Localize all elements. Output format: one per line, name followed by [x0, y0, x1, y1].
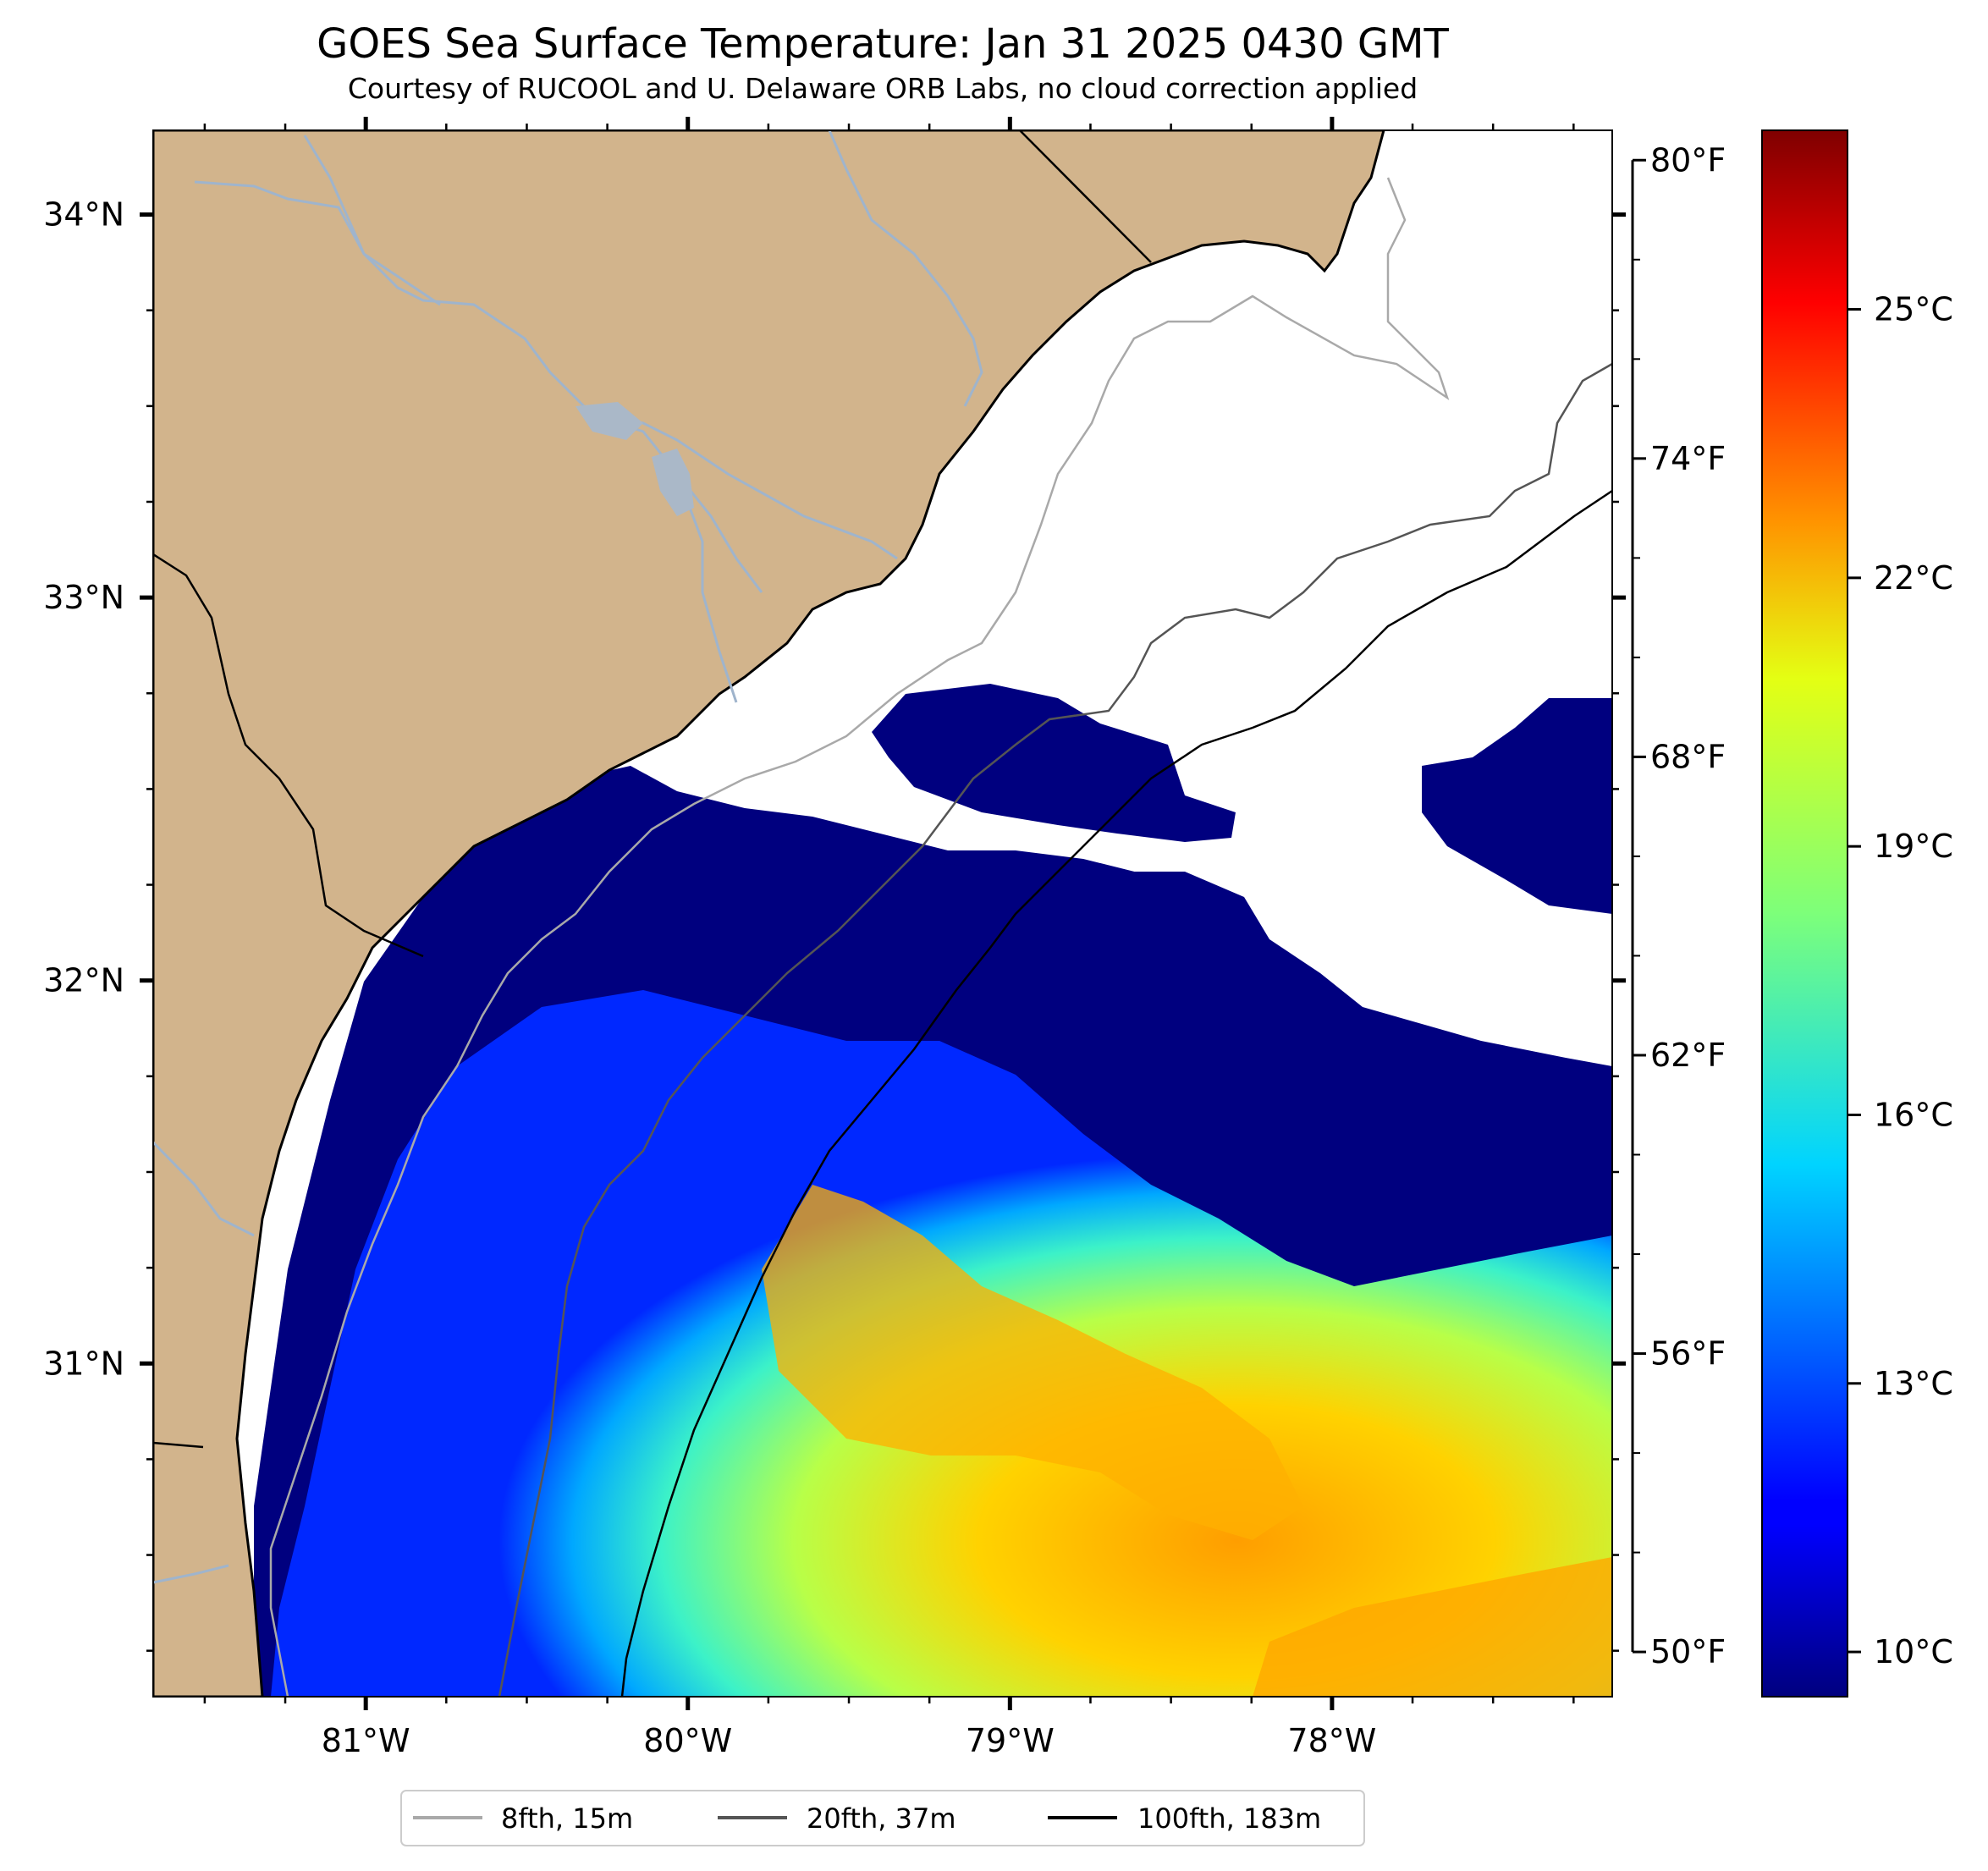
sst-cold-patch-east: [1422, 698, 1612, 914]
colorbar-tick-label: 16°C: [1874, 1096, 1953, 1133]
legend-label-8fth: 8fth, 15m: [501, 1802, 633, 1835]
isobath-20fth: [498, 362, 1612, 1697]
map-border: [152, 129, 1613, 1698]
fahrenheit-tick-label: 80°F: [1650, 141, 1726, 179]
land-mass: [153, 130, 1385, 1697]
latitude-axis: 34°N 33°N 32°N 31°N: [43, 196, 1626, 1652]
chart-title: GOES Sea Surface Temperature: Jan 31 202…: [317, 20, 1449, 68]
colorbar-ticks: 10°C 13°C 16°C 19°C 22°C 25°C: [1848, 291, 1953, 1670]
legend-label-100fth: 100fth, 183m: [1137, 1802, 1321, 1835]
lat-tick-label: 31°N: [43, 1345, 124, 1382]
fahrenheit-tick-label: 62°F: [1650, 1037, 1726, 1074]
sst-cold-patch-north: [872, 684, 1236, 842]
sst-warm-core: [762, 1185, 1303, 1540]
sst-warm-southeast: [1253, 1557, 1612, 1697]
isobath-8fth: [269, 177, 1450, 1697]
colorbar-tick-label: 25°C: [1874, 291, 1953, 328]
legend-label-20fth: 20fth, 37m: [807, 1802, 955, 1835]
chart-subtitle: Courtesy of RUCOOL and U. Delaware ORB L…: [348, 72, 1418, 105]
lon-tick-label: 80°W: [643, 1722, 732, 1759]
lat-tick-label: 34°N: [43, 196, 124, 234]
colorbar-tick-label: 19°C: [1874, 828, 1953, 865]
longitude-axis: 81°W 80°W 79°W 78°W: [203, 117, 1575, 1759]
lat-tick-label: 32°N: [43, 962, 124, 999]
fahrenheit-tick-label: 74°F: [1650, 440, 1726, 477]
sst-cold-strip: [846, 863, 1151, 914]
fahrenheit-axis: 80°F 74°F 68°F 62°F 56°F 50°F: [1631, 141, 1726, 1670]
lake-moultrie: [575, 402, 643, 440]
fahrenheit-tick-label: 50°F: [1650, 1633, 1726, 1670]
lake-marion: [652, 448, 694, 516]
fahrenheit-tick-label: 68°F: [1650, 738, 1726, 775]
fahrenheit-tick-label: 56°F: [1650, 1335, 1726, 1373]
rivers: [153, 130, 983, 1584]
isobath-legend: 8fth, 15m 20fth, 37m 100fth, 183m: [400, 1790, 1365, 1846]
map-area[interactable]: [153, 130, 1612, 1697]
isobath-100fth: [620, 489, 1612, 1697]
colorbar-tick-label: 10°C: [1874, 1633, 1953, 1670]
colorbar-tick-label: 13°C: [1874, 1365, 1953, 1402]
lon-tick-label: 81°W: [322, 1722, 410, 1759]
legend-box: [400, 1790, 1365, 1846]
colorbar-tick-label: 22°C: [1874, 559, 1953, 597]
lat-tick-label: 33°N: [43, 579, 124, 616]
isobaths: [269, 177, 1612, 1697]
colorbar: [1761, 129, 1848, 1698]
state-boundaries: [153, 130, 1152, 1449]
lon-tick-label: 78°W: [1287, 1722, 1376, 1759]
lon-tick-label: 79°W: [966, 1722, 1055, 1759]
